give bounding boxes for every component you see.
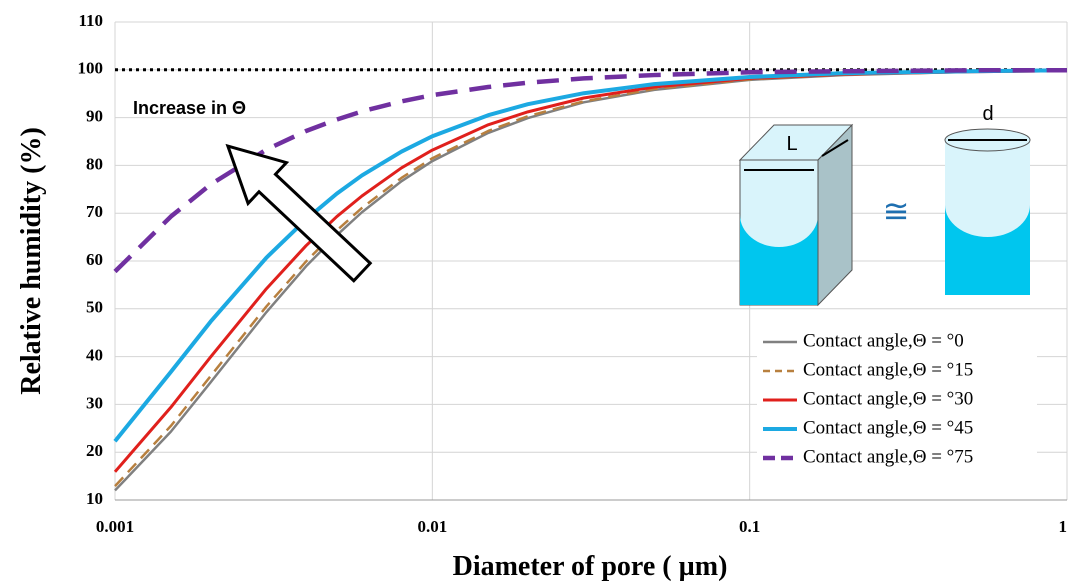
legend: Contact angle,Θ = °0 Contact angle,Θ = °1… xyxy=(763,330,973,467)
legend-label: Contact angle,Θ = °75 xyxy=(803,446,973,467)
inset: L d ≅ xyxy=(738,103,1031,307)
y-axis-label: Relative humidity (%) xyxy=(16,127,47,395)
prism-liquid xyxy=(740,215,818,305)
prism-side xyxy=(817,123,853,307)
y-tick-label: 10 xyxy=(86,489,103,508)
x-tick-label: 0.1 xyxy=(739,517,760,536)
y-tick-label: 100 xyxy=(78,59,104,78)
inset-label: d xyxy=(982,103,993,125)
y-tick-label: 50 xyxy=(86,298,103,317)
plot-area: 10 20 30 40 50 60 70 80 90 100 110 0.001 0.01 0.1 1 xyxy=(78,11,1068,536)
arrow xyxy=(225,143,373,283)
legend-box xyxy=(757,327,1037,477)
y-tick-label: 110 xyxy=(78,11,103,30)
legend-label: Contact angle,Θ = °45 xyxy=(803,417,973,438)
y-tick-label: 40 xyxy=(86,346,103,365)
y-tick-label: 60 xyxy=(86,250,103,269)
x-tick-label: 1 xyxy=(1059,517,1068,536)
inset-label: L xyxy=(786,133,797,155)
x-tick-label: 0.01 xyxy=(417,517,447,536)
legend-label: Contact angle,Θ = °30 xyxy=(803,388,973,409)
cylinder-liquid xyxy=(945,205,1030,295)
x-axis-label: Diameter of pore ( µm) xyxy=(453,551,728,582)
x-tick-label: 0.001 xyxy=(96,517,134,536)
y-tick-label: 90 xyxy=(86,107,103,126)
y-tick-label: 70 xyxy=(86,202,103,221)
arrow-shape xyxy=(225,143,373,283)
legend-label: Contact angle,Θ = °0 xyxy=(803,330,964,351)
y-tick-label: 80 xyxy=(86,154,103,173)
dim-line xyxy=(821,139,849,157)
legend-label: Contact angle,Θ = °15 xyxy=(803,359,973,380)
y-tick-label: 20 xyxy=(86,441,103,460)
series-line xyxy=(113,68,1068,443)
inset-label: ≅ xyxy=(883,192,910,230)
annotation: Increase in Θ xyxy=(133,98,246,118)
y-tick-label: 30 xyxy=(86,393,103,412)
